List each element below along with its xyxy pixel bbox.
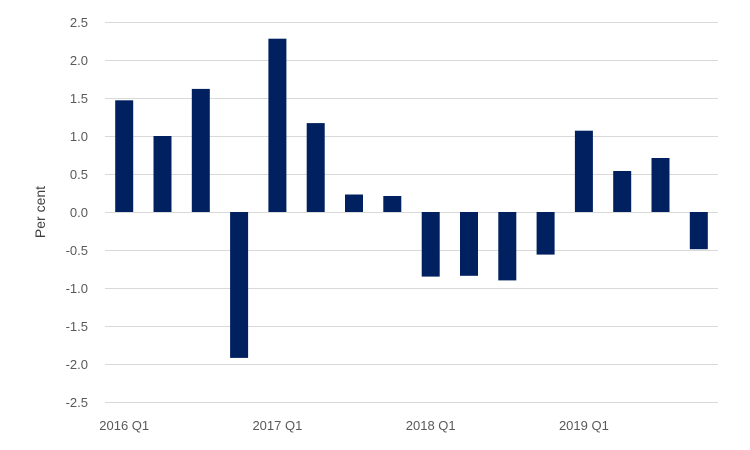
bar-2016-q2 <box>153 136 172 212</box>
bar-2018-q1 <box>421 212 440 277</box>
bar-2019-q4 <box>689 212 708 250</box>
y-tick-label: 0.5 <box>70 167 88 182</box>
bars <box>115 38 708 358</box>
x-tick-label: 2016 Q1 <box>99 418 149 433</box>
bar-2016-q1 <box>115 100 134 212</box>
y-tick-label: 1.5 <box>70 91 88 106</box>
bar-2016-q3 <box>191 88 210 212</box>
y-axis-title: Per cent <box>32 186 48 238</box>
y-tick-label: -2.0 <box>66 357 88 372</box>
bar-2018-q3 <box>498 212 517 281</box>
y-tick-label: -2.5 <box>66 395 88 410</box>
bar-2017-q3 <box>345 194 363 212</box>
bar-2017-q2 <box>306 123 325 212</box>
x-tick-label: 2019 Q1 <box>559 418 609 433</box>
bar-2019-q3 <box>651 158 670 212</box>
y-tick-label: -1.0 <box>66 281 88 296</box>
bar-2017-q4 <box>383 196 402 212</box>
bar-2019-q2 <box>613 171 632 212</box>
y-tick-label: 1.0 <box>70 129 88 144</box>
x-tick-labels: 2016 Q1 2017 Q1 2018 Q1 2019 Q1 <box>99 418 609 433</box>
bar-2019-q1 <box>574 130 593 212</box>
y-tick-label: 0.0 <box>70 205 88 220</box>
y-tick-labels: 2.5 2.0 1.5 1.0 0.5 0.0 -0.5 -1.0 -1.5 -2.0 -2.5 <box>66 15 88 410</box>
bar-2018-q2 <box>460 212 478 276</box>
gridlines <box>105 22 718 403</box>
y-tick-label: 2.5 <box>70 15 88 30</box>
x-tick-label: 2017 Q1 <box>252 418 302 433</box>
bar-2018-q4 <box>536 212 555 255</box>
y-tick-label: -0.5 <box>66 243 88 258</box>
x-tick-label: 2018 Q1 <box>406 418 456 433</box>
bar-2017-q1 <box>268 38 287 213</box>
y-tick-label: -1.5 <box>66 319 88 334</box>
y-tick-label: 2.0 <box>70 53 88 68</box>
bar-2016-q4 <box>230 212 249 358</box>
